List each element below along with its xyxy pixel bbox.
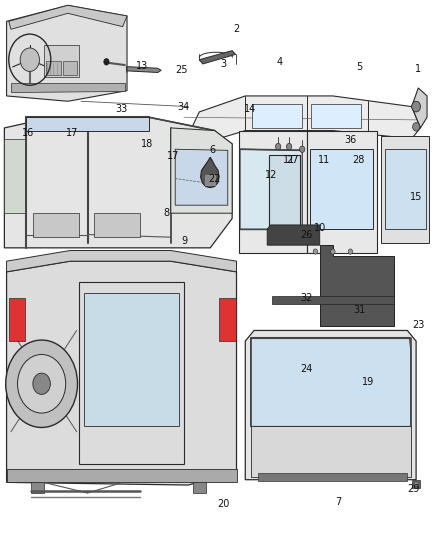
Polygon shape <box>4 117 232 248</box>
Text: 17: 17 <box>66 128 78 138</box>
Text: 23: 23 <box>412 320 424 330</box>
Text: 7: 7 <box>336 497 342 507</box>
Polygon shape <box>385 149 426 229</box>
Text: 19: 19 <box>362 377 374 387</box>
Polygon shape <box>240 149 302 229</box>
Polygon shape <box>199 51 236 64</box>
Circle shape <box>413 123 420 131</box>
Text: 11: 11 <box>283 155 295 165</box>
Circle shape <box>18 354 66 413</box>
Text: 31: 31 <box>353 305 365 315</box>
Polygon shape <box>307 131 377 253</box>
Polygon shape <box>94 213 140 237</box>
Text: 2: 2 <box>233 25 240 34</box>
Text: 29: 29 <box>408 484 420 494</box>
Text: 1: 1 <box>415 64 421 74</box>
Text: 17: 17 <box>167 151 179 160</box>
Bar <box>205 175 215 185</box>
Text: 14: 14 <box>244 104 256 114</box>
Polygon shape <box>26 117 149 131</box>
Text: 36: 36 <box>344 135 357 145</box>
Bar <box>311 104 361 128</box>
Bar <box>44 45 79 77</box>
Bar <box>272 296 394 304</box>
Bar <box>252 104 302 128</box>
Bar <box>79 282 184 464</box>
Text: 13: 13 <box>136 61 148 71</box>
Circle shape <box>33 373 50 394</box>
Text: 16: 16 <box>22 128 35 138</box>
Text: 4: 4 <box>276 58 283 67</box>
Text: 10: 10 <box>314 223 326 233</box>
Polygon shape <box>381 136 429 243</box>
Circle shape <box>20 48 39 71</box>
Text: 22: 22 <box>208 174 221 183</box>
Text: 8: 8 <box>163 208 170 218</box>
Text: 12: 12 <box>265 170 277 180</box>
Circle shape <box>348 249 353 254</box>
Polygon shape <box>320 245 394 326</box>
Text: 15: 15 <box>410 192 422 202</box>
Bar <box>46 61 61 75</box>
Bar <box>219 298 236 341</box>
Circle shape <box>286 143 292 150</box>
Polygon shape <box>267 225 320 245</box>
Bar <box>7 469 237 482</box>
Text: 3: 3 <box>220 59 226 69</box>
Circle shape <box>104 59 109 65</box>
Bar <box>4 139 25 213</box>
Text: 25: 25 <box>176 66 188 75</box>
Text: 28: 28 <box>352 155 364 165</box>
Polygon shape <box>269 155 300 227</box>
Text: 32: 32 <box>300 294 313 303</box>
Polygon shape <box>7 261 237 485</box>
Text: 9: 9 <box>181 236 187 246</box>
Bar <box>9 298 25 341</box>
Text: 20: 20 <box>217 499 230 508</box>
Circle shape <box>412 101 420 112</box>
Text: 24: 24 <box>300 364 313 374</box>
Polygon shape <box>193 482 206 493</box>
Text: 11: 11 <box>318 155 330 165</box>
Circle shape <box>276 143 281 150</box>
Polygon shape <box>11 83 125 92</box>
Polygon shape <box>171 128 232 213</box>
Polygon shape <box>412 480 420 488</box>
Polygon shape <box>9 5 127 29</box>
Text: 26: 26 <box>300 230 313 239</box>
Polygon shape <box>184 96 420 144</box>
Circle shape <box>414 481 418 487</box>
Polygon shape <box>33 213 79 237</box>
Polygon shape <box>239 131 307 253</box>
Polygon shape <box>201 157 219 188</box>
Text: 5: 5 <box>356 62 362 71</box>
Bar <box>251 426 411 477</box>
Circle shape <box>331 249 335 254</box>
Polygon shape <box>31 482 44 493</box>
Polygon shape <box>7 5 127 101</box>
Bar <box>84 293 179 426</box>
Polygon shape <box>310 149 373 229</box>
Text: 33: 33 <box>116 104 128 114</box>
Polygon shape <box>412 88 427 128</box>
Polygon shape <box>7 251 237 272</box>
Bar <box>258 473 407 481</box>
Text: 27: 27 <box>286 155 299 165</box>
Polygon shape <box>175 149 228 205</box>
Polygon shape <box>251 338 411 426</box>
Polygon shape <box>245 330 416 480</box>
Text: 34: 34 <box>177 102 189 111</box>
Polygon shape <box>127 67 161 72</box>
Circle shape <box>313 249 318 254</box>
Text: 6: 6 <box>209 146 215 155</box>
Circle shape <box>300 146 305 152</box>
Bar <box>63 61 77 75</box>
Circle shape <box>6 340 78 427</box>
Text: 18: 18 <box>141 139 153 149</box>
